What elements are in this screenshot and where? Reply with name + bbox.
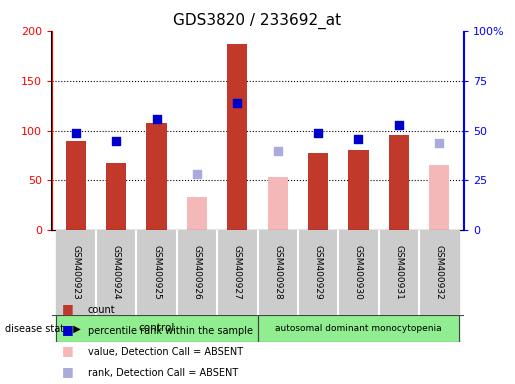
Bar: [96, 230, 136, 315]
Text: GSM400923: GSM400923: [71, 245, 80, 300]
Bar: [136, 230, 177, 315]
Text: GSM400931: GSM400931: [394, 245, 403, 300]
Bar: [268, 177, 288, 230]
Bar: [258, 230, 298, 315]
Bar: [419, 230, 459, 315]
Text: ■: ■: [62, 302, 74, 315]
Point: [112, 137, 120, 144]
Bar: [56, 230, 96, 315]
Bar: [56, 315, 258, 342]
Bar: [348, 149, 369, 230]
Bar: [177, 230, 217, 315]
Bar: [379, 230, 419, 315]
Bar: [298, 230, 338, 315]
Bar: [227, 44, 247, 230]
Bar: [429, 164, 450, 230]
Bar: [65, 141, 86, 230]
Point: [152, 116, 161, 122]
Bar: [106, 162, 126, 230]
Text: control: control: [139, 323, 175, 333]
Text: rank, Detection Call = ABSENT: rank, Detection Call = ABSENT: [88, 368, 238, 378]
Text: disease state ▶: disease state ▶: [5, 323, 81, 333]
Point: [273, 147, 282, 154]
Point: [233, 99, 242, 106]
Bar: [217, 230, 258, 315]
Text: ■: ■: [62, 323, 74, 336]
Text: GSM400928: GSM400928: [273, 245, 282, 300]
Text: GSM400925: GSM400925: [152, 245, 161, 300]
Point: [395, 121, 403, 127]
Text: count: count: [88, 305, 115, 315]
Text: GSM400924: GSM400924: [112, 245, 121, 300]
Bar: [338, 230, 379, 315]
Text: GSM400930: GSM400930: [354, 245, 363, 300]
Bar: [258, 315, 459, 342]
Text: value, Detection Call = ABSENT: value, Detection Call = ABSENT: [88, 347, 243, 357]
Bar: [389, 134, 409, 230]
Text: GSM400927: GSM400927: [233, 245, 242, 300]
Point: [314, 129, 322, 136]
Text: percentile rank within the sample: percentile rank within the sample: [88, 326, 252, 336]
Bar: [187, 197, 207, 230]
Text: GSM400926: GSM400926: [193, 245, 201, 300]
Point: [435, 139, 443, 146]
Bar: [146, 122, 167, 230]
Text: GSM400929: GSM400929: [314, 245, 322, 300]
Point: [193, 171, 201, 177]
Text: autosomal dominant monocytopenia: autosomal dominant monocytopenia: [275, 324, 442, 333]
Bar: [308, 152, 328, 230]
Text: ■: ■: [62, 344, 74, 357]
Text: GSM400932: GSM400932: [435, 245, 444, 300]
Point: [354, 136, 363, 142]
Point: [72, 129, 80, 136]
Text: ■: ■: [62, 365, 74, 378]
Title: GDS3820 / 233692_at: GDS3820 / 233692_at: [174, 13, 341, 29]
